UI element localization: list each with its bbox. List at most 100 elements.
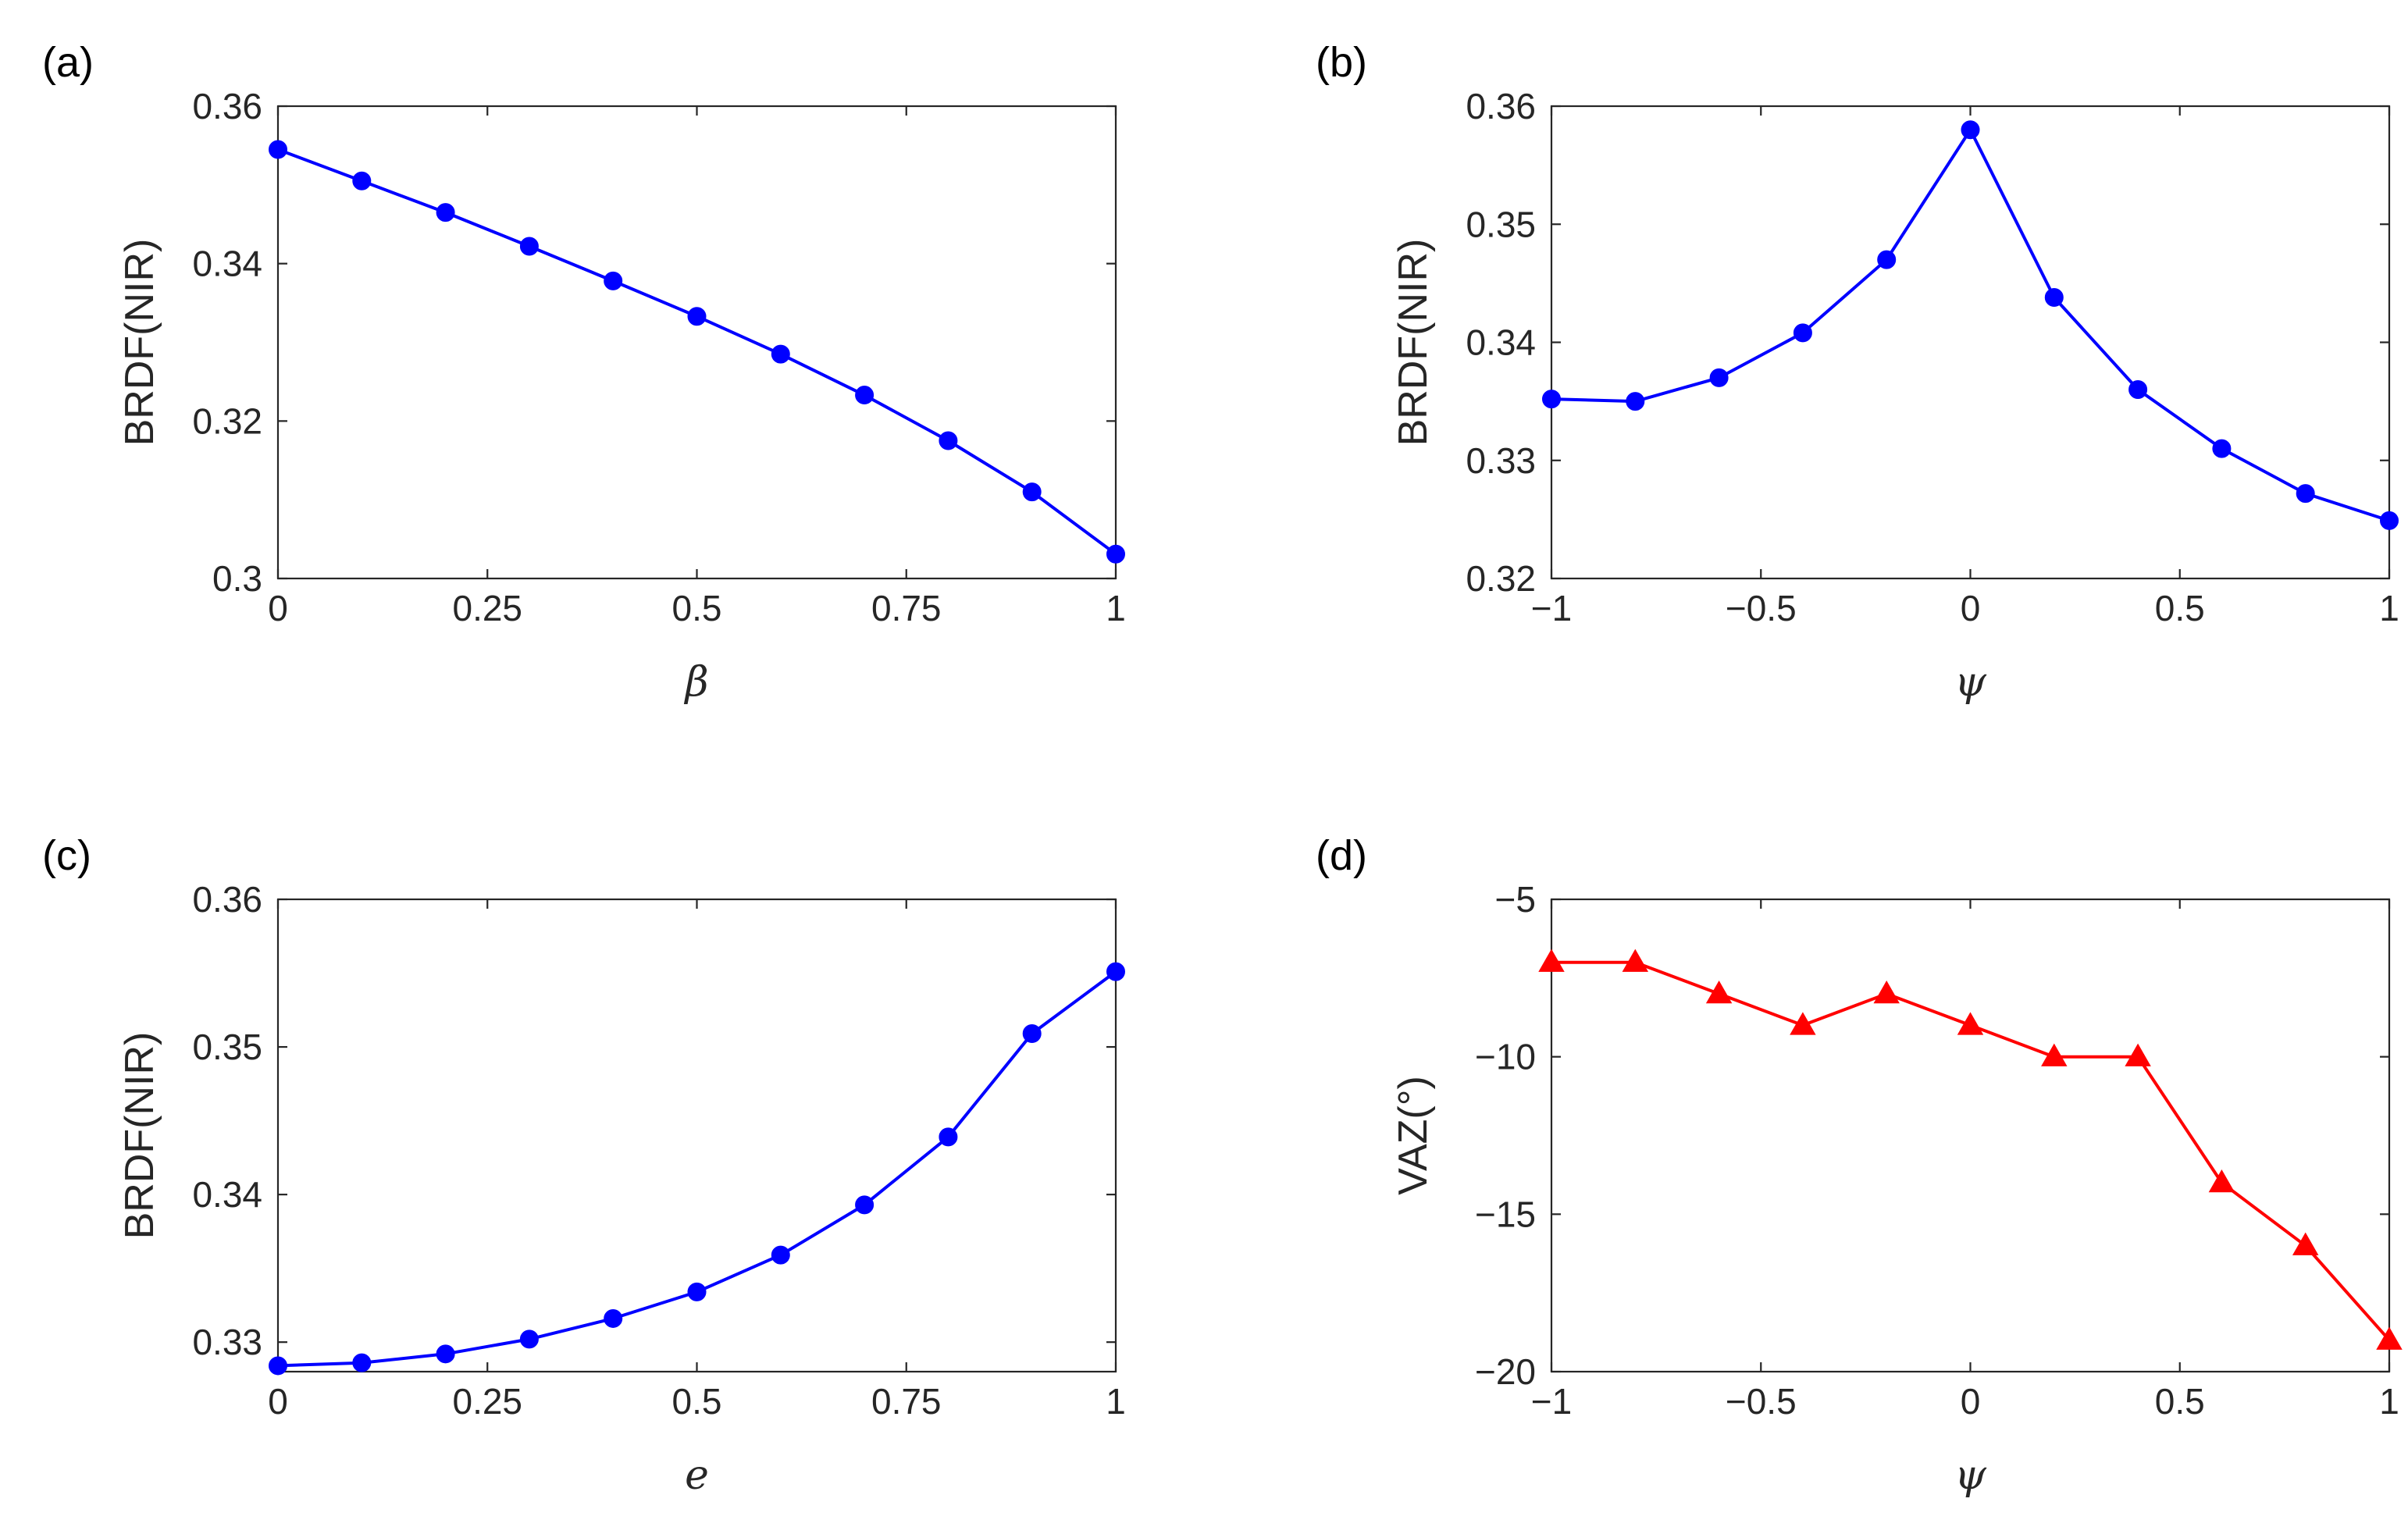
panel-b: −1 −0.5 0 0.5 1 0.32 0.33 0.34 0.35 0.36 ψ BRDF(NIR…	[1316, 39, 2399, 706]
y-tick-label: 0.34	[1466, 322, 1536, 363]
x-tick-label: 0.5	[672, 588, 722, 628]
data-point	[2128, 380, 2148, 399]
x-tick-label: 0	[268, 588, 288, 628]
data-point	[939, 431, 958, 450]
y-tick-label: −20	[1475, 1351, 1536, 1392]
panel-label: (a)	[42, 39, 94, 86]
data-point	[1961, 120, 1980, 140]
x-tick-label: 0.5	[2155, 1381, 2205, 1422]
x-tick-label: 0.75	[871, 1381, 942, 1422]
data-point	[436, 1344, 455, 1364]
data-point	[1793, 323, 1812, 343]
data-point	[687, 1282, 707, 1301]
data-point	[1957, 1012, 1984, 1035]
data-point	[2125, 1043, 2151, 1066]
data-point	[1542, 390, 1561, 409]
x-tick-label: 1	[1106, 1381, 1126, 1422]
x-tick-label: −0.5	[1726, 588, 1797, 628]
panel-a: 0 0.25 0.5 0.75 1 0.3 0.32 0.34 0.36 β BRDF(NIR) (a…	[42, 39, 1126, 706]
data-point	[1626, 392, 1645, 411]
data-point	[436, 203, 455, 222]
y-tick-label: 0.36	[192, 879, 262, 920]
y-tick-label: 0.34	[192, 244, 262, 284]
plot-area	[1550, 105, 2391, 580]
data-point	[269, 1356, 287, 1376]
y-tick-label: 0.35	[192, 1027, 262, 1067]
data-point	[1106, 962, 1125, 981]
plot-area	[1550, 898, 2391, 1373]
panel-label: (d)	[1316, 832, 1367, 879]
data-point	[352, 1353, 372, 1372]
data-point	[939, 1127, 958, 1147]
x-tick-label: −1	[1531, 588, 1572, 628]
data-point	[771, 1245, 790, 1265]
panel-label: (c)	[42, 832, 91, 879]
data-point	[269, 140, 287, 159]
data-point	[1106, 544, 1125, 564]
data-point	[352, 171, 372, 190]
series-line	[277, 148, 1117, 556]
y-tick-label: −15	[1475, 1194, 1536, 1234]
data-point	[1622, 949, 1649, 972]
data-point	[1709, 368, 1729, 387]
data-point	[1538, 949, 1565, 972]
y-axis-label: BRDF(NIR)	[1391, 239, 1436, 447]
y-tick-label: 0.33	[192, 1322, 262, 1362]
data-point	[2044, 288, 2064, 308]
x-axis-label: β	[683, 659, 708, 706]
data-point	[604, 1308, 623, 1328]
panel-label: (b)	[1316, 39, 1367, 86]
data-point	[2208, 1169, 2235, 1193]
y-axis-label: BRDF(NIR)	[117, 239, 162, 447]
x-axis-label: e	[685, 1452, 709, 1499]
series-line	[1551, 128, 2390, 522]
y-axis-label: BRDF(NIR)	[117, 1032, 162, 1240]
x-tick-label: 0.75	[871, 588, 942, 628]
data-point	[2292, 1232, 2319, 1255]
data-point	[771, 344, 790, 364]
x-tick-label: 1	[2379, 1381, 2399, 1422]
x-tick-label: 1	[2379, 588, 2399, 628]
data-point	[1705, 980, 1733, 1004]
data-point	[1790, 1012, 1816, 1035]
data-point	[855, 386, 875, 405]
x-tick-label: 0	[1961, 1381, 1981, 1422]
x-tick-label: 0.5	[2155, 588, 2205, 628]
data-point	[519, 237, 539, 256]
data-point	[1877, 250, 1897, 269]
x-tick-label: 0.25	[452, 588, 522, 628]
y-tick-label: −10	[1475, 1037, 1536, 1077]
x-tick-label: −0.5	[1726, 1381, 1797, 1422]
x-tick-label: 1	[1106, 588, 1126, 628]
data-point	[1873, 980, 1900, 1004]
plot-area	[276, 105, 1117, 580]
x-axis-label: ψ	[1954, 659, 1987, 706]
x-tick-label: 0.25	[452, 1381, 522, 1422]
data-point	[2212, 439, 2232, 458]
y-tick-label: 0.35	[1466, 204, 1536, 244]
y-tick-label: 0.34	[192, 1174, 262, 1215]
series-line	[277, 970, 1117, 1368]
x-tick-label: −1	[1531, 1381, 1572, 1422]
x-tick-label: 0.5	[672, 1381, 722, 1422]
data-point	[2380, 511, 2399, 530]
data-point	[855, 1195, 875, 1215]
panel-c: 0 0.25 0.5 0.75 1 0.33 0.34 0.35 0.36 e BRDF(NIR) (…	[42, 832, 1126, 1499]
data-point	[2376, 1326, 2403, 1350]
y-tick-label: 0.3	[212, 558, 262, 599]
y-tick-label: 0.33	[1466, 440, 1536, 481]
y-tick-label: −5	[1495, 879, 1536, 920]
y-tick-label: 0.36	[192, 86, 262, 126]
y-tick-label: 0.32	[192, 400, 262, 441]
y-axis-label: VAZ(°)	[1391, 1076, 1436, 1195]
data-point	[2296, 484, 2315, 504]
panel-d: −1 −0.5 0 0.5 1 −20 −15 −10 −5 ψ VAZ(°) (d)	[1316, 832, 2403, 1499]
x-tick-label: 0	[268, 1381, 288, 1422]
data-point	[2041, 1043, 2068, 1066]
data-point	[687, 307, 707, 326]
y-tick-label: 0.32	[1466, 558, 1536, 599]
x-tick-label: 0	[1961, 588, 1981, 628]
x-axis-label: ψ	[1954, 1452, 1987, 1499]
data-point	[604, 271, 623, 290]
